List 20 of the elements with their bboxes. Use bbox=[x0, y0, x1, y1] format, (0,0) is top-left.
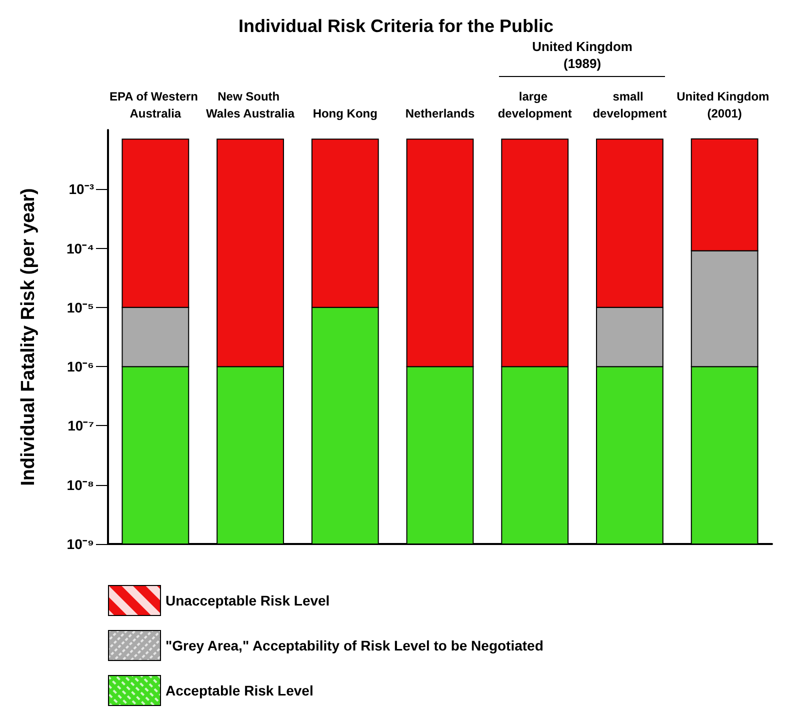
legend-label: Unacceptable Risk Level bbox=[166, 592, 330, 608]
y-tick-label: 10⁻⁶ bbox=[66, 358, 94, 375]
x-tick-label: New South Wales Australia bbox=[206, 90, 295, 120]
x-tick-label: large development bbox=[498, 90, 572, 120]
x-tick-label: Netherlands bbox=[405, 106, 475, 120]
y-tick-label: 10⁻⁷ bbox=[68, 418, 94, 434]
x-tick-label: small development bbox=[592, 90, 667, 120]
y-tick-label: 10⁻⁴ bbox=[66, 240, 94, 256]
text: United Kingdom (1989) bbox=[531, 38, 634, 72]
x-tick-label: United Kingdom (2001) bbox=[676, 90, 773, 120]
y-tick-label: 10⁻⁹ bbox=[66, 536, 94, 552]
legend-label: "Grey Area," Acceptability of Risk Level to be Negotiated bbox=[166, 638, 544, 654]
x-tick-label: Hong Kong bbox=[312, 106, 378, 120]
y-tick-label: 10⁻⁸ bbox=[66, 476, 94, 493]
legend-label: Acceptable Risk Level bbox=[166, 682, 314, 698]
y-axis-title: Individual Fatality Risk (per year) bbox=[18, 188, 39, 486]
x-tick-label: EPA of Western Australia bbox=[110, 90, 202, 120]
y-tick-label: 10⁻⁵ bbox=[66, 299, 94, 316]
y-tick-label: 10⁻³ bbox=[68, 181, 94, 198]
chart-title: Individual Risk Criteria for the Public bbox=[238, 16, 554, 36]
